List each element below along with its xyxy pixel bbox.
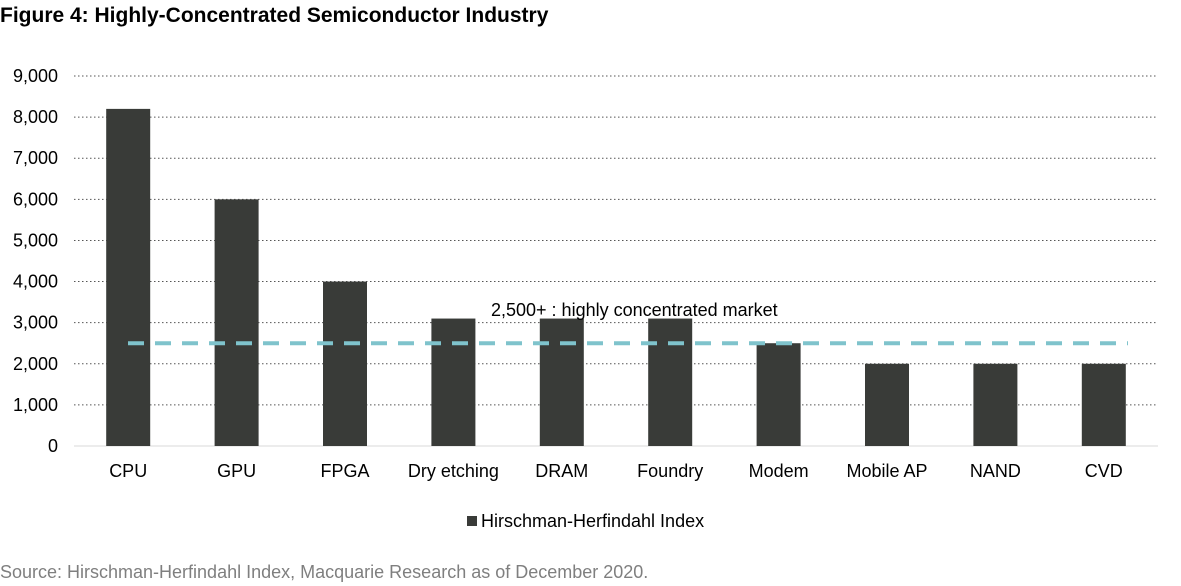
source-note: Source: Hirschman-Herfindahl Index, Macq… (0, 562, 649, 582)
x-tick-label: CPU (109, 461, 147, 481)
bar (648, 318, 693, 446)
bar (214, 199, 259, 446)
legend-label: Hirschman-Herfindahl Index (481, 511, 704, 531)
x-tick-label: NAND (970, 461, 1021, 481)
bar (973, 363, 1018, 446)
x-tick-label: Dry etching (408, 461, 499, 481)
reference-line-label: 2,500+ : highly concentrated market (491, 300, 778, 320)
y-tick-label: 3,000 (13, 313, 58, 333)
bar (106, 108, 151, 446)
x-tick-label: GPU (217, 461, 256, 481)
y-tick-label: 9,000 (13, 66, 58, 86)
x-tick-label: FPGA (320, 461, 369, 481)
x-tick-label: Mobile AP (846, 461, 927, 481)
bar (431, 318, 476, 446)
chart-title: Figure 4: Highly-Concentrated Semiconduc… (0, 4, 549, 27)
y-tick-label: 2,000 (13, 354, 58, 374)
x-tick-label: Foundry (637, 461, 703, 481)
y-tick-label: 0 (48, 436, 58, 456)
y-tick-label: 7,000 (13, 148, 58, 168)
x-tick-label: DRAM (535, 461, 588, 481)
bars (106, 108, 1126, 446)
y-tick-label: 6,000 (13, 189, 58, 209)
bar (865, 363, 909, 446)
y-tick-label: 4,000 (13, 272, 58, 292)
x-axis: CPU GPU FPGA Dry etching DRAM Foundry Modem Mob… (109, 461, 1123, 481)
bar (539, 318, 584, 446)
x-tick-label: CVD (1085, 461, 1123, 481)
legend: Hirschman-Herfindahl Index (467, 511, 704, 531)
bar (756, 343, 801, 446)
y-tick-label: 8,000 (13, 107, 58, 127)
reference-line-group: 2,500+ : highly concentrated market (128, 300, 1128, 346)
x-tick-label: Modem (749, 461, 809, 481)
bar (323, 281, 367, 446)
legend-swatch (467, 516, 477, 526)
y-tick-label: 1,000 (13, 395, 58, 415)
y-tick-label: 5,000 (13, 230, 58, 250)
bar (1081, 363, 1126, 446)
